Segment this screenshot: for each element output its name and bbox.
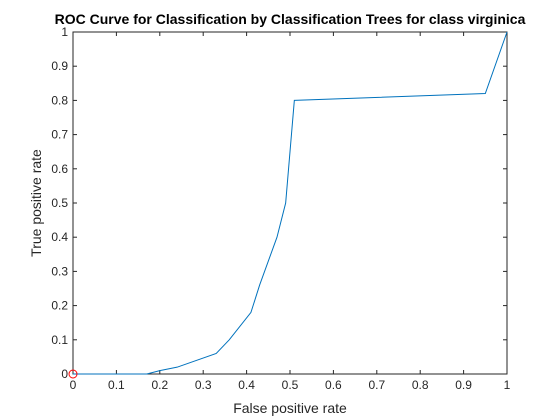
x-tick-label: 0.7: [368, 378, 385, 392]
operating-point-marker: [68, 369, 78, 379]
x-tick-labels: 0 0.1 0.2 0.3 0.4 0.5 0.6 0.7 0.8 0.9 1: [70, 378, 511, 392]
y-tick-label: 0.3: [51, 264, 68, 278]
x-tick-label: 0.6: [325, 378, 342, 392]
y-tick-label: 1: [61, 25, 68, 39]
x-tick-label: 0.8: [412, 378, 429, 392]
y-tick-label: 0.7: [51, 128, 68, 142]
y-tick-label: 0.1: [51, 333, 68, 347]
x-tick-label: 0.3: [195, 378, 212, 392]
x-tick-label: 0.4: [238, 378, 255, 392]
y-tick-label: 0.4: [51, 230, 68, 244]
axes-box: [72, 31, 508, 375]
y-tick-label: 0.6: [51, 162, 68, 176]
x-tick-label: 0.5: [282, 378, 299, 392]
y-tick-label: 0.9: [51, 59, 68, 73]
y-tick-label: 0.2: [51, 299, 68, 313]
y-tick-label: 0.8: [51, 93, 68, 107]
roc-curve-line: [73, 31, 508, 375]
x-tick-label: 0.9: [455, 378, 472, 392]
x-tick-label: 0.1: [108, 378, 125, 392]
y-tick-labels: 0 0.1 0.2 0.3 0.4 0.5 0.6 0.7 0.8 0.9 1: [51, 25, 68, 381]
x-tick-label: 1: [504, 378, 511, 392]
x-axis-label: False positive rate: [233, 400, 347, 416]
y-axis-label: True positive rate: [28, 149, 44, 257]
chart-title: ROC Curve for Classification by Classifi…: [55, 11, 526, 27]
y-tick-label: 0: [61, 367, 68, 381]
y-tick-label: 0.5: [51, 196, 68, 210]
plot-area: [68, 31, 508, 379]
x-tick-label: 0: [70, 378, 77, 392]
point-markers: [68, 369, 78, 379]
x-tick-label: 0.2: [151, 378, 168, 392]
